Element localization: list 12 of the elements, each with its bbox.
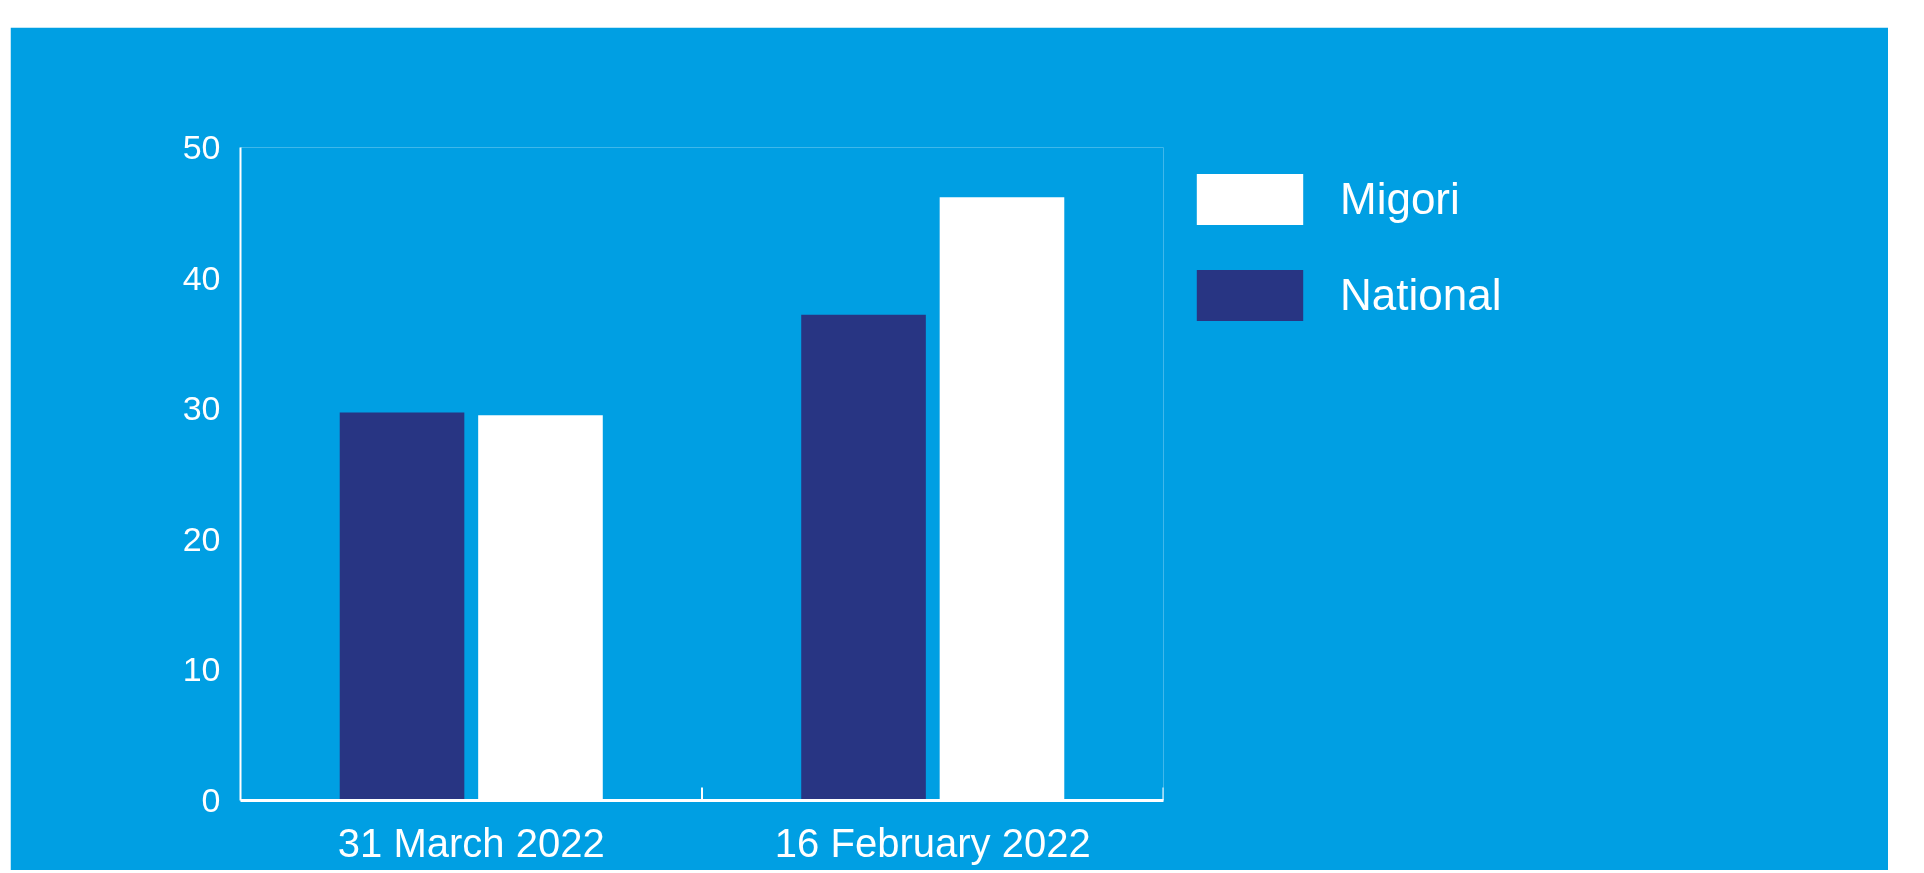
x-tick-label: 16 February 2022 — [774, 820, 1091, 865]
y-tick-label: 10 — [182, 650, 221, 689]
legend-label: Migori — [1340, 174, 1460, 224]
y-tick-label: 0 — [201, 781, 221, 819]
bar — [801, 314, 926, 801]
y-tick-label: 30 — [182, 389, 221, 428]
y-tick-label: 20 — [182, 519, 221, 558]
x-tick-label: 31 March 2022 — [337, 820, 605, 865]
y-tick-label: 50 — [182, 128, 221, 166]
bar — [339, 412, 465, 801]
y-tick-label: 40 — [182, 258, 221, 297]
legend-label: National — [1340, 270, 1502, 320]
